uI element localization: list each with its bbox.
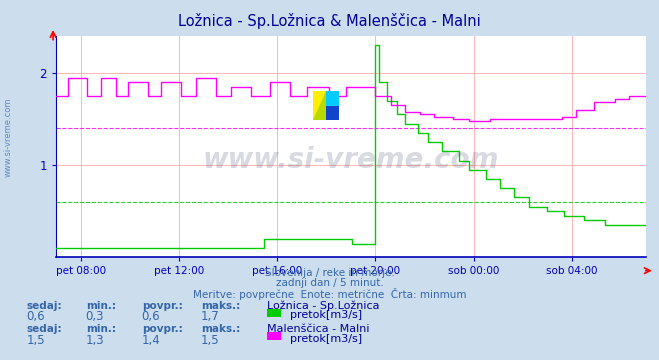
Text: www.si-vreme.com: www.si-vreme.com (3, 97, 13, 176)
Text: Ložnica - Sp.Ložnica & Malenščica - Malni: Ložnica - Sp.Ložnica & Malenščica - Maln… (178, 13, 481, 28)
Polygon shape (326, 91, 339, 106)
Polygon shape (326, 106, 339, 120)
Text: Meritve: povprečne  Enote: metrične  Črta: minmum: Meritve: povprečne Enote: metrične Črta:… (192, 288, 467, 300)
Text: Malenščica - Malni: Malenščica - Malni (267, 324, 370, 334)
Polygon shape (312, 91, 326, 120)
Text: povpr.:: povpr.: (142, 324, 183, 334)
Text: 1,7: 1,7 (201, 310, 219, 323)
Text: povpr.:: povpr.: (142, 301, 183, 311)
Text: sedaj:: sedaj: (26, 301, 62, 311)
Text: 1,5: 1,5 (201, 334, 219, 347)
Text: 1,5: 1,5 (26, 334, 45, 347)
Text: min.:: min.: (86, 301, 116, 311)
Text: 1,3: 1,3 (86, 334, 104, 347)
Text: Ložnica - Sp.Ložnica: Ložnica - Sp.Ložnica (267, 301, 380, 311)
Text: maks.:: maks.: (201, 324, 241, 334)
Text: maks.:: maks.: (201, 301, 241, 311)
Text: min.:: min.: (86, 324, 116, 334)
Text: Slovenija / reke in morje.: Slovenija / reke in morje. (264, 268, 395, 278)
Text: 1,4: 1,4 (142, 334, 160, 347)
Text: pretok[m3/s]: pretok[m3/s] (290, 310, 362, 320)
Text: sedaj:: sedaj: (26, 324, 62, 334)
Text: www.si-vreme.com: www.si-vreme.com (203, 146, 499, 174)
Polygon shape (312, 91, 326, 120)
Text: 0,6: 0,6 (26, 310, 45, 323)
Text: zadnji dan / 5 minut.: zadnji dan / 5 minut. (275, 278, 384, 288)
Text: 0,6: 0,6 (142, 310, 160, 323)
Text: 0,3: 0,3 (86, 310, 104, 323)
Text: pretok[m3/s]: pretok[m3/s] (290, 334, 362, 344)
